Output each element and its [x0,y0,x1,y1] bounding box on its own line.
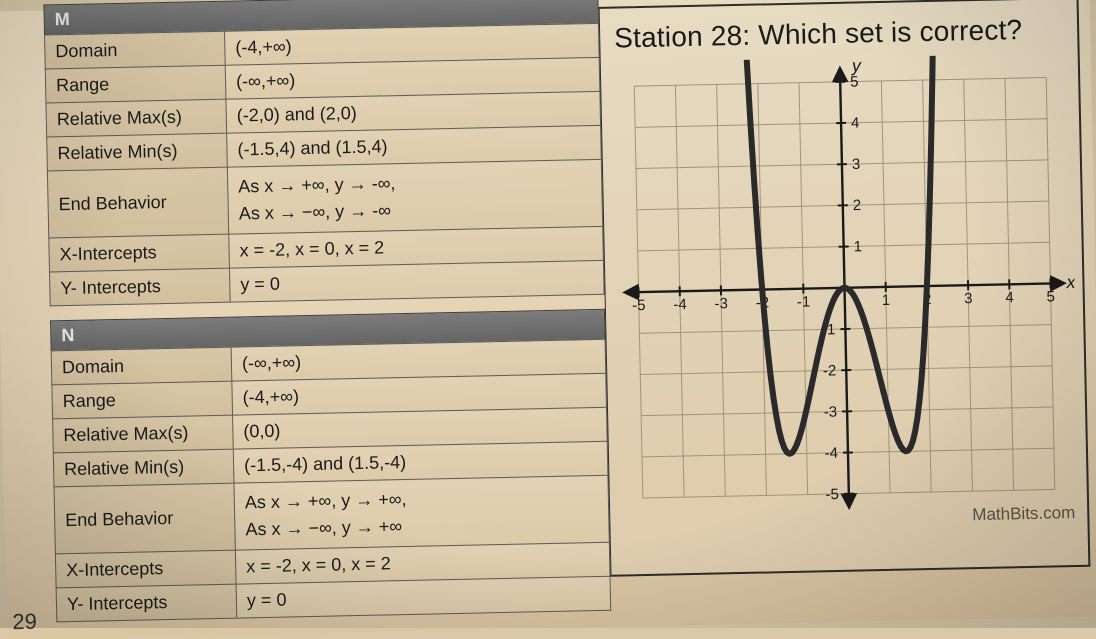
worksheet-page: M Domain (-4,+∞) Range (-∞,+∞) Relative … [0,0,1096,639]
svg-text:-4: -4 [673,296,687,313]
row-label-yint: Y- Intercepts [50,268,231,306]
svg-text:x: x [1065,272,1076,292]
svg-text:-3: -3 [714,295,728,312]
set-m-table: Domain (-4,+∞) Range (-∞,+∞) Relative Ma… [44,23,605,307]
svg-text:1: 1 [853,238,862,255]
watermark-text: MathBits.com [972,503,1075,525]
svg-text:-5: -5 [631,297,645,314]
svg-text:-2: -2 [822,362,836,379]
function-plot: -5-4-3-2-112345-5-4-3-2-112345xy [609,53,1079,523]
set-n-table: Domain (-∞,+∞) Range (-4,+∞) Relative Ma… [51,339,612,623]
set-n-yint: y = 0 [236,576,611,618]
table-row: End Behavior As x → +∞, y → -∞, As x → −… [47,159,602,238]
row-label-yint: Y- Intercepts [56,584,237,622]
svg-text:5: 5 [850,73,859,90]
svg-text:4: 4 [1005,289,1014,306]
svg-text:2: 2 [852,197,861,214]
svg-text:1: 1 [881,292,890,309]
row-label-range: Range [45,65,226,103]
row-label-domain: Domain [45,31,226,69]
answer-sets-column: M Domain (-4,+∞) Range (-∞,+∞) Relative … [44,7,612,622]
row-label-xint: X-Intercepts [55,550,236,588]
set-n-endbeh-line2: As x → −∞, y → +∞ [245,516,402,539]
svg-text:-1: -1 [796,294,810,311]
svg-text:-3: -3 [823,404,837,421]
row-label-relmin: Relative Min(s) [53,449,234,487]
row-label-range: Range [52,381,233,419]
row-label-relmax: Relative Max(s) [53,415,234,453]
svg-text:-5: -5 [825,486,839,503]
row-label-domain: Domain [51,347,232,385]
set-n-endbeh-line1: As x → +∞, y → +∞, [245,489,407,512]
row-label-relmax: Relative Max(s) [46,99,227,137]
svg-text:3: 3 [851,156,860,173]
svg-text:-4: -4 [824,445,838,462]
graph-panel: Station 28: Which set is correct? -5 -4 -3… [599,0,1091,577]
svg-text:4: 4 [850,115,859,132]
row-label-endbeh: End Behavior [54,483,235,554]
svg-text:5: 5 [1046,288,1055,305]
row-label-endbeh: End Behavior [47,167,228,238]
svg-text:y: y [849,55,861,75]
set-m-endbeh-line2: As x → −∞, y → -∞ [239,200,392,223]
station-title: Station 28: Which set is correct? [600,0,1078,59]
row-label-relmin: Relative Min(s) [47,133,228,171]
svg-text:3: 3 [964,290,973,307]
row-label-xint: X-Intercepts [49,234,230,272]
set-n-endbeh: As x → +∞, y → +∞, As x → −∞, y → +∞ [234,475,609,550]
table-row: End Behavior As x → +∞, y → +∞, As x → −… [54,475,609,554]
set-m-endbeh: As x → +∞, y → -∞, As x → −∞, y → -∞ [227,159,602,234]
set-m-endbeh-line1: As x → +∞, y → -∞, [238,173,396,196]
page-number: 29 [12,609,37,636]
